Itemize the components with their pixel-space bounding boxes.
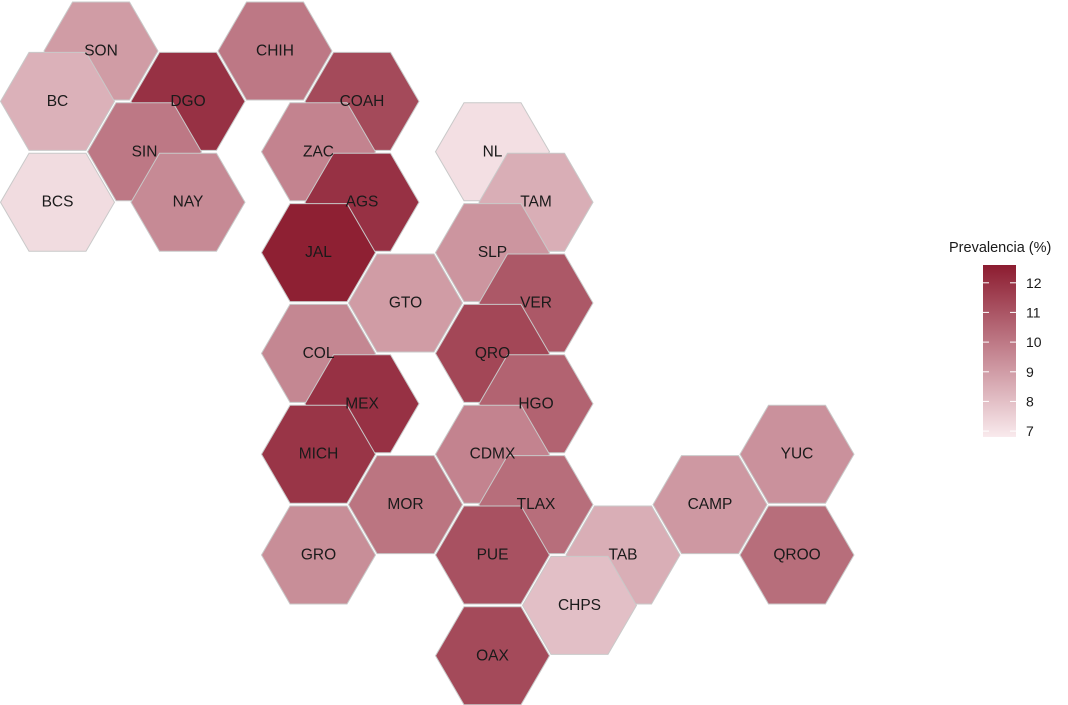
hex-jal bbox=[260, 203, 377, 303]
hex-qroo bbox=[739, 505, 855, 605]
hex-label-qroo: QROO bbox=[773, 547, 820, 564]
hex-label-pue: PUE bbox=[477, 547, 509, 564]
hex-label-coah: COAH bbox=[340, 93, 385, 110]
hex-bcs bbox=[0, 152, 116, 252]
hex-label-gro: GRO bbox=[301, 547, 336, 564]
legend: Prevalencia (%) 7 8 9 10 11 12 bbox=[949, 240, 1051, 439]
hex-label-tab: TAB bbox=[609, 547, 638, 564]
hex-label-ags: AGS bbox=[346, 194, 379, 211]
hex-label-tlax: TLAX bbox=[517, 496, 556, 513]
legend-tick-label: 11 bbox=[1026, 304, 1041, 320]
hex-label-chps: CHPS bbox=[558, 597, 601, 614]
hex-chih bbox=[217, 1, 333, 101]
hex-mich bbox=[260, 404, 377, 504]
hex-label-zac: ZAC bbox=[303, 143, 334, 160]
hex-chps bbox=[521, 555, 638, 655]
hex-label-col: COL bbox=[303, 345, 335, 362]
hex-label-nl: NL bbox=[483, 143, 503, 160]
hex-label-tam: TAM bbox=[520, 194, 552, 211]
hex-label-qro: QRO bbox=[475, 345, 510, 362]
hex-yuc bbox=[739, 404, 855, 504]
hex-label-jal: JAL bbox=[305, 244, 332, 261]
hex-label-camp: CAMP bbox=[688, 496, 733, 513]
hex-pue bbox=[434, 505, 551, 605]
hex-label-nay: NAY bbox=[173, 194, 204, 211]
hex-label-son: SON bbox=[84, 43, 118, 60]
hex-gro bbox=[260, 505, 377, 605]
hex-label-ver: VER bbox=[520, 295, 552, 312]
hex-label-cdmx: CDMX bbox=[470, 446, 516, 463]
hex-label-bc: BC bbox=[47, 93, 69, 110]
hex-label-yuc: YUC bbox=[781, 446, 814, 463]
hex-label-sin: SIN bbox=[132, 143, 158, 160]
hex-bc bbox=[0, 51, 116, 151]
legend-tick-label: 7 bbox=[1026, 423, 1034, 439]
hex-camp bbox=[652, 455, 768, 555]
hex-gto bbox=[347, 253, 464, 353]
hex-label-bcs: BCS bbox=[42, 194, 74, 211]
legend-title: Prevalencia (%) bbox=[949, 240, 1051, 256]
hex-label-dgo: DGO bbox=[170, 93, 205, 110]
hex-label-hgo: HGO bbox=[518, 395, 553, 412]
hex-nay bbox=[130, 152, 246, 252]
hex-label-chih: CHIH bbox=[256, 43, 294, 60]
hex-label-gto: GTO bbox=[389, 295, 422, 312]
state-hexagons bbox=[0, 1, 855, 705]
hex-label-mich: MICH bbox=[299, 446, 339, 463]
hex-label-mex: MEX bbox=[345, 395, 379, 412]
legend-tick-label: 12 bbox=[1026, 275, 1042, 291]
legend-colorbar bbox=[983, 265, 1016, 437]
legend-tick-label: 8 bbox=[1026, 393, 1034, 409]
legend-tick-label: 10 bbox=[1026, 334, 1042, 350]
state-labels: SON CHIH BC DGO COAH SIN ZAC NL BCS NAY AGS TAM JAL S… bbox=[42, 43, 821, 665]
hex-label-slp: SLP bbox=[478, 244, 507, 261]
legend-ticks: 7 8 9 10 11 12 bbox=[983, 275, 1042, 439]
hex-label-oax: OAX bbox=[476, 647, 509, 664]
hex-label-mor: MOR bbox=[387, 496, 423, 513]
hex-mor bbox=[347, 455, 464, 555]
legend-tick-label: 9 bbox=[1026, 364, 1034, 380]
